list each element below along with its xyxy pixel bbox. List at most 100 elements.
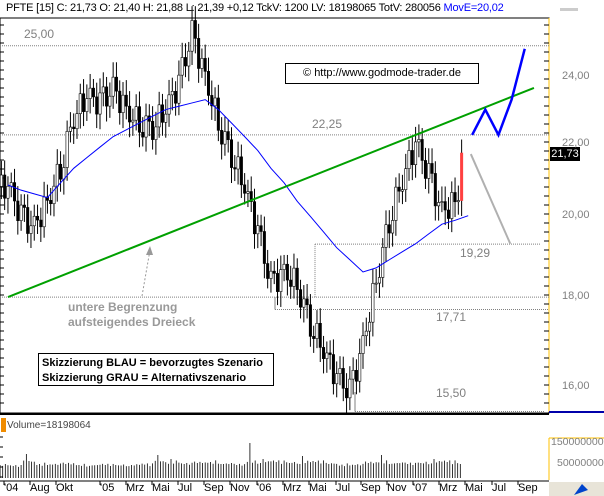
candle: [141, 131, 145, 138]
candle: [6, 185, 10, 199]
x-tick: Nov: [387, 482, 407, 494]
volume-marker: [1, 418, 6, 432]
candle: [397, 186, 401, 192]
candle: [203, 58, 207, 72]
candle: [144, 115, 148, 138]
candle: [249, 191, 253, 202]
y-tick: 20,00: [562, 209, 590, 221]
candle: [75, 113, 79, 130]
x-tick: '04: [4, 482, 19, 494]
x-tick: Sep: [204, 482, 224, 494]
candle: [404, 168, 408, 190]
annotation-arrow: [141, 249, 151, 297]
level-25: 25,00: [24, 27, 55, 41]
candle: [62, 167, 66, 180]
candle: [427, 163, 431, 179]
candle: [308, 304, 312, 337]
candle: [354, 370, 358, 382]
x-tick: Mrz: [439, 482, 458, 494]
x-tick: '05: [100, 482, 115, 494]
candle: [180, 57, 184, 76]
candle: [193, 20, 197, 39]
candle: [49, 200, 53, 205]
corner-area: [549, 482, 604, 496]
symbol: PFTE [15]: [6, 2, 54, 14]
candle: [266, 263, 270, 279]
candle: [111, 76, 115, 97]
candle: [302, 298, 306, 308]
candle: [200, 58, 204, 69]
x-tick: '07: [413, 482, 428, 494]
candle: [187, 50, 191, 67]
volume-tick: 50000000: [557, 457, 604, 469]
annotation-line1: untere Begrenzung: [68, 300, 178, 314]
volume-label: Volume=18198064: [7, 420, 91, 431]
legend-blue: Skizzierung BLAU = bevorzugtes Szenario: [42, 357, 263, 369]
candle: [331, 354, 335, 385]
moving-average-line: [7, 99, 469, 273]
candle: [85, 98, 89, 112]
candle: [220, 130, 224, 145]
candle: [377, 277, 381, 284]
candle: [95, 96, 99, 115]
candle: [154, 126, 158, 140]
candle: [262, 231, 266, 264]
candle: [213, 97, 217, 107]
x-tick: '06: [257, 482, 272, 494]
candle: [443, 201, 447, 211]
annotation-line2: aufsteigendes Dreieck: [68, 315, 196, 329]
x-tick: Jul: [492, 482, 507, 494]
candle: [285, 263, 289, 281]
candle: [315, 323, 319, 339]
candle: [279, 269, 283, 292]
candle: [456, 200, 460, 203]
candle: [128, 105, 132, 123]
candle: [256, 225, 260, 235]
trendline: [7, 86, 535, 299]
candle: [394, 186, 398, 221]
candle: [210, 95, 214, 107]
quote-header: PFTE [15] C: 21,73 O: 21,40 H: 21,88 L: …: [6, 2, 504, 14]
scenario-blue-line: [471, 48, 526, 138]
candle: [114, 76, 118, 92]
level-2225: 22,25: [312, 117, 343, 131]
pin-icon: [574, 484, 588, 495]
candle: [361, 335, 365, 354]
candle: [289, 279, 293, 287]
x-tick: Mai: [152, 482, 170, 494]
candle: [420, 139, 424, 161]
candle: [414, 141, 418, 166]
x-tick: Sep: [361, 482, 381, 494]
candle: [410, 150, 414, 166]
volume-tick: 150000000: [551, 436, 604, 448]
candle: [345, 387, 349, 399]
x-tick: Mai: [465, 482, 483, 494]
candle: [239, 156, 243, 186]
candle: [108, 95, 112, 107]
level-1771: 17,71: [436, 310, 467, 324]
candle: [170, 91, 174, 96]
candle: [269, 270, 273, 279]
candle: [450, 192, 454, 219]
candle: [328, 352, 332, 355]
candle: [440, 201, 444, 203]
candle: [13, 182, 17, 202]
candle: [68, 126, 72, 132]
candle: [417, 139, 421, 143]
candle: [226, 131, 230, 141]
candle: [453, 192, 457, 203]
candle: [259, 225, 263, 232]
level-1929: 19,29: [460, 246, 491, 260]
candle: [338, 368, 342, 374]
level-1550: 15,50: [436, 386, 467, 400]
candle: [433, 173, 437, 207]
candle: [151, 120, 155, 140]
candle: [0, 174, 3, 187]
candle: [160, 104, 164, 123]
candle: [183, 57, 187, 67]
candle: [88, 87, 92, 99]
x-tick: Sep: [518, 482, 538, 494]
copyright-box: © http://www.godmode-trader.de: [285, 63, 479, 84]
candle: [124, 94, 128, 107]
